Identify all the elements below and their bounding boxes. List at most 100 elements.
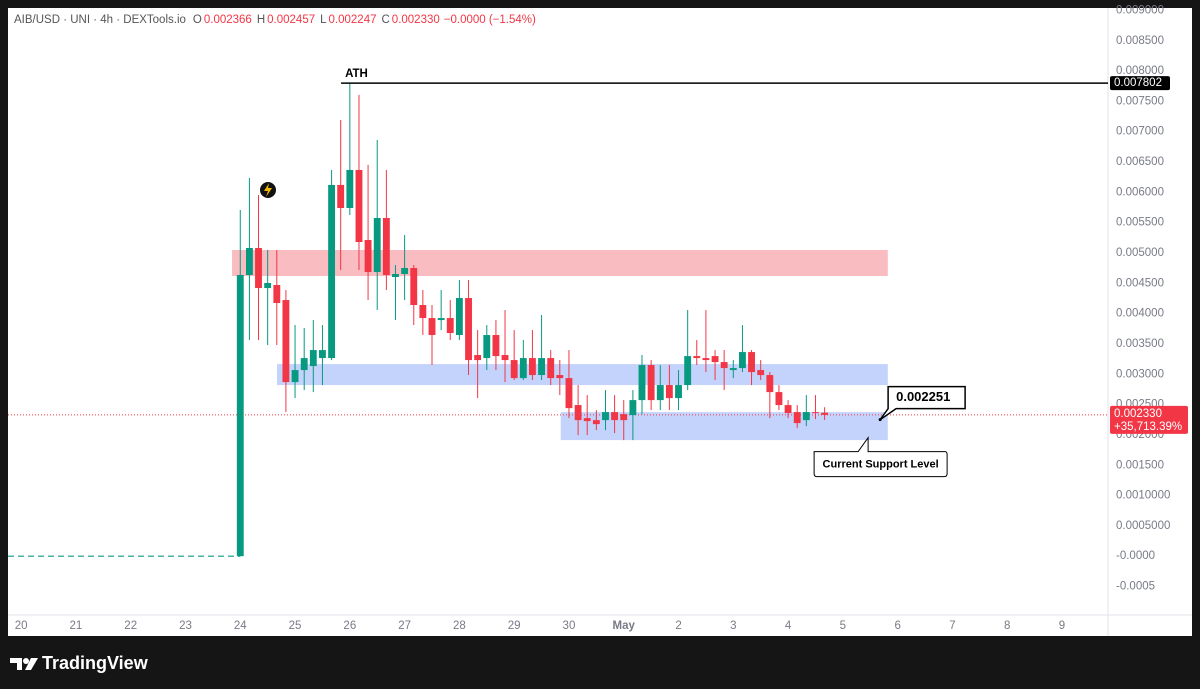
x-tick-label: 23 — [179, 620, 192, 632]
ohlc-key: C — [381, 14, 390, 26]
support-note: Current Support Level — [823, 459, 939, 471]
x-tick-label: 20 — [15, 620, 28, 632]
ath-price-box — [1110, 76, 1170, 91]
candle-body — [812, 412, 819, 414]
x-tick-label: 26 — [343, 620, 356, 632]
candle-body — [510, 360, 518, 379]
y-tick-label: 0.0005000 — [1116, 520, 1170, 532]
candle-body — [565, 378, 573, 409]
x-tick-label: 28 — [453, 620, 466, 632]
candle-body — [766, 375, 774, 393]
x-tick-label: 25 — [289, 620, 302, 632]
candle-body — [328, 184, 336, 359]
candle-body — [300, 358, 308, 371]
candle-body — [784, 405, 792, 414]
symbol: AIB/USD · UNI · 4h · DEXTools.io — [14, 14, 186, 26]
support-note-callout — [813, 436, 948, 478]
ohlc: O 0.002366 H 0.002457 L 0.002247 C 0.002330 — [190, 14, 440, 26]
x-tick-label: 21 — [70, 620, 83, 632]
candle-body — [282, 300, 290, 383]
candle-body — [620, 414, 628, 421]
candle-body — [592, 420, 600, 425]
zone — [232, 250, 888, 277]
y-tick-label: 0.003000 — [1116, 368, 1164, 380]
x-tick-label: 22 — [124, 620, 137, 632]
candle-body — [757, 370, 765, 376]
candle-body — [729, 368, 737, 371]
candle-body — [684, 356, 692, 386]
change: −0.0000 (−1.54%) — [443, 14, 536, 26]
candle-body — [739, 352, 746, 369]
candle-body — [611, 412, 619, 421]
flash-icon — [260, 182, 276, 198]
x-tick-label: 24 — [234, 620, 247, 632]
current-price-label: 0.002330 — [1114, 408, 1162, 420]
ath-price-label: 0.007802 — [1114, 77, 1162, 89]
y-tick-label: 0.008000 — [1116, 65, 1164, 77]
candle-body — [675, 385, 682, 399]
candle-body — [656, 385, 664, 401]
y-tick-label: 0.009000 — [1116, 4, 1164, 16]
ohlc-key: H — [256, 14, 266, 26]
support-price-label: 0.002251 — [896, 389, 950, 404]
candle-body — [346, 169, 354, 208]
ath-label: ATH — [345, 68, 368, 80]
candle-body — [638, 365, 646, 401]
ohlc-value: 0.002330 — [391, 14, 440, 26]
candle-body — [538, 358, 545, 376]
x-tick-label: 2 — [675, 620, 681, 632]
y-tick-label: 0.004500 — [1116, 277, 1164, 289]
tradingview-logo — [10, 658, 38, 670]
zone — [560, 412, 888, 441]
candle-body — [702, 358, 710, 361]
candle-body — [309, 350, 317, 367]
y-tick-label: 0.001500 — [1116, 459, 1164, 471]
candle-body — [547, 358, 555, 379]
x-tick-label: 6 — [894, 620, 900, 632]
x-tick-label: 7 — [949, 620, 955, 632]
candle-body — [455, 298, 463, 336]
candle-body — [583, 418, 591, 422]
y-tick-label: 0.005500 — [1116, 217, 1164, 229]
candle-body — [291, 370, 299, 383]
brand: TradingView — [42, 653, 149, 673]
candle-body — [556, 375, 564, 379]
candle-body — [602, 412, 609, 421]
y-tick-label: 0.007500 — [1116, 95, 1164, 107]
candle-body — [273, 285, 281, 304]
y-tick-label: 0.003500 — [1116, 338, 1164, 350]
y-tick-label: 0.006000 — [1116, 186, 1164, 198]
candle-body — [410, 268, 418, 306]
candle-body — [245, 248, 253, 275]
candle-body — [793, 412, 801, 424]
x-tick-label: 9 — [1059, 620, 1065, 632]
ohlc-value: 0.002457 — [267, 14, 316, 26]
candle-body — [665, 385, 673, 399]
ohlc-key: O — [192, 14, 202, 26]
candle-body — [392, 274, 399, 277]
candle-body — [319, 350, 326, 359]
plot: 0.009000 0.008500 0.008000 0.007500 0.007000… — [8, 4, 1170, 632]
y-tick-label: -0.0005 — [1116, 581, 1155, 593]
candle-body — [519, 358, 527, 379]
candle-body — [437, 318, 445, 321]
candle-body — [382, 217, 390, 275]
ohlc-value: 0.002366 — [203, 14, 252, 26]
candle-body — [501, 355, 509, 361]
chart-area — [8, 8, 1192, 636]
candle-body — [483, 335, 491, 359]
candle-body — [355, 169, 363, 243]
y-tick-label: 0.0010000 — [1116, 490, 1170, 502]
candle-body — [364, 240, 372, 273]
y-tick-label: 0.008500 — [1116, 35, 1164, 47]
candle-body — [255, 248, 262, 289]
x-tick-label: 8 — [1004, 620, 1010, 632]
y-tick-label: 0.005000 — [1116, 247, 1164, 259]
y-tick-label: 0.006500 — [1116, 156, 1164, 168]
candle-body — [528, 358, 536, 376]
candle-body — [419, 305, 427, 319]
candle-body — [236, 274, 244, 557]
current-price-box — [1110, 405, 1188, 434]
y-tick-label: 0.007000 — [1116, 126, 1164, 138]
